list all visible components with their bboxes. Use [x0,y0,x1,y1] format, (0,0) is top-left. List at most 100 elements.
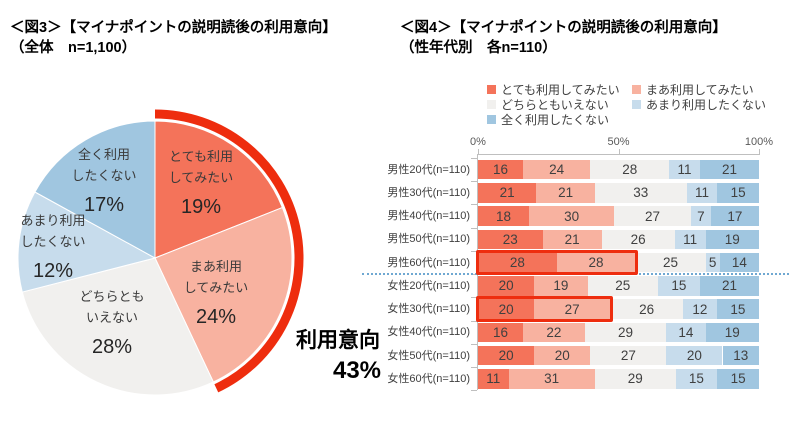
chart-legend: とても利用してみたい まあ利用してみたい どちらともいえない あまり利用したくない 全く… [487,82,766,127]
fig3-title: ＜図3＞【マイナポイントの説明読後の利用意向】 （全体 n=1,100） [10,18,337,59]
x-axis-tick [618,149,620,154]
bar-segment: 25 [635,252,706,273]
bar-value-label: 20 [498,348,514,364]
bar-value-label: 5 [708,255,717,271]
pie-slice-label-2: どちらとも いえない 28% [79,287,144,363]
pie-slice-label-1: まあ利用 してみたい 24% [184,257,249,333]
bar-segment: 16 [478,159,523,180]
bar-value-label: 31 [544,371,560,387]
pie-slice-percent: 12% [32,259,74,282]
bar-value-label: 21 [564,231,580,247]
pie-slice-label-line: あまり利用 [20,213,86,229]
bar-segment: 19 [705,229,759,249]
bar-value-label: 26 [630,231,646,247]
bar-segment: 30 [529,206,615,226]
pie-slice-label-line: してみたい [168,170,234,185]
pie-slice-label-4: 全く利用 したくない 17% [71,145,136,221]
bar-segment: 11 [674,229,706,249]
bar-value-label: 25 [663,255,679,271]
bar-segment: 7 [690,206,711,226]
bar-value-label: 25 [615,278,631,294]
bar-segment: 15 [716,299,759,319]
bar-value-label: 26 [639,301,655,317]
pie-slice-2 [21,257,214,396]
pie-chart [17,109,304,396]
x-axis-tick-label: 0% [470,136,486,148]
bar-segment: 21 [536,183,595,203]
bar-value-label: 20 [498,278,514,294]
intent-annotation-value: 43% [332,357,382,384]
bar-value-label: 33 [633,185,649,201]
bar-segment: 15 [717,369,759,389]
bar-segment: 15 [675,369,718,389]
bar-value-label: 15 [671,278,687,294]
y-axis-tick [471,390,477,392]
bar-value-label: 16 [492,324,509,340]
bar-value-label: 21 [499,185,515,201]
bar-row-label-1: 男性30代(n=110) [387,186,470,199]
pie-slice-percent: 17% [83,193,125,216]
pie-slice-label-line: まあ利用 [189,259,242,275]
legend-label: どちらともいえない [501,97,609,112]
bar-segment: 5 [705,252,720,273]
x-axis-tick-label: 100% [744,136,774,148]
bar-segment: 20 [478,276,535,296]
bar-segment: 20 [478,345,535,366]
pie-slice-label-3: あまり利用 したくない 12% [20,211,85,287]
y-axis-tick [471,157,477,159]
bar-segment: 29 [594,369,676,389]
bar-segment: 21 [542,229,602,249]
pie-slice-0 [154,120,284,259]
pie-slice-label-line: してみたい [183,280,249,295]
bar-segment: 16 [478,322,523,342]
bar-value-label: 7 [697,208,705,224]
bar-value-label: 11 [486,371,501,387]
bar-value-label: 18 [496,208,512,224]
bar-row-label-0: 男性20代(n=110) [387,163,470,176]
bar-value-label: 27 [564,301,580,317]
bar-segment: 20 [534,345,591,366]
pie-slice-percent: 19% [180,195,222,218]
bar-segment: 26 [601,229,675,249]
fig3-title-line2: （全体 n=1,100） [10,40,137,57]
bar-segment: 11 [478,369,509,389]
pie-slice-percent: 28% [91,335,133,358]
bar-value-label: 28 [622,162,638,178]
bar-value-label: 11 [683,231,698,247]
bar-segment: 25 [587,276,658,296]
legend-swatch-4 [487,114,496,124]
bar-segment: 17 [710,206,759,226]
bar-segment: 24 [523,159,591,180]
bar-segment: 33 [594,183,687,203]
fig3-title-line1: ＜図3＞【マイナポイントの説明読後の利用意向】 [10,20,337,37]
pie-slice-label-line: いえない [85,310,139,325]
bar-value-label: 14 [678,324,694,340]
bar-segment: 22 [523,322,585,342]
bar-segment: 23 [478,229,543,249]
bar-value-label: 30 [564,208,580,224]
bar-value-label: 19 [724,231,740,247]
x-axis-tick [478,149,479,154]
pie-slice-label-line: したくない [71,168,137,183]
bar-value-label: 27 [644,208,660,224]
bar-segment: 20 [666,345,723,366]
intent-highlight-arc [154,109,304,393]
bar-segment: 11 [686,183,718,203]
legend-item-4: 全く利用したくない [487,112,632,127]
bar-value-label: 19 [553,278,569,294]
bar-row-label-4: 男性60代(n=110) [387,256,470,269]
bar-value-label: 21 [558,185,574,201]
bar-value-label: 20 [554,348,570,364]
bar-row-label-8: 女性50代(n=110) [387,349,470,362]
bar-segment: 27 [590,345,667,366]
x-axis-tick-label: 50% [607,136,630,148]
pie-slice-3 [17,191,157,293]
bar-value-label: 20 [686,348,702,364]
bar-segment: 21 [700,159,759,180]
legend-swatch-1 [632,84,641,94]
bar-segment: 20 [478,299,535,319]
bar-row-label-3: 男性50代(n=110) [387,233,470,246]
bar-value-label: 22 [546,324,562,340]
bar-value-label: 28 [588,255,604,271]
